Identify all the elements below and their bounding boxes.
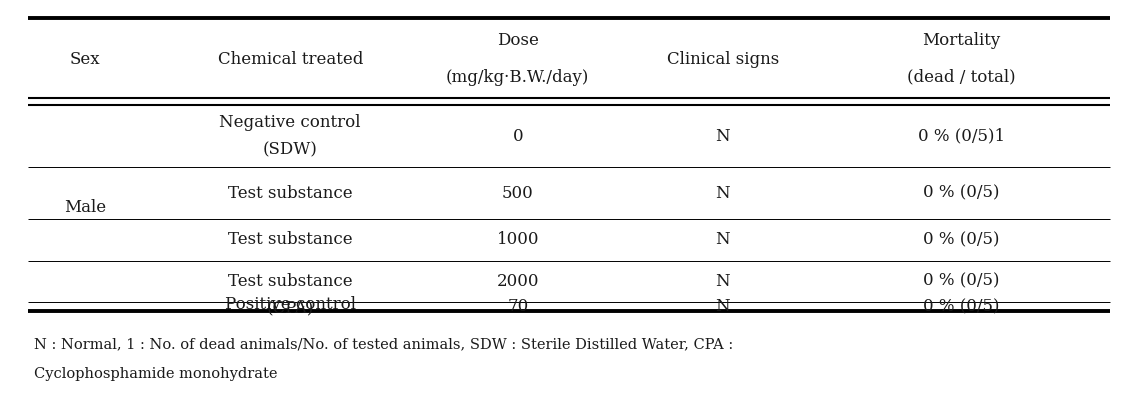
Text: Negative control: Negative control <box>220 114 361 131</box>
Text: 2000: 2000 <box>496 273 539 290</box>
Text: 70: 70 <box>508 298 528 315</box>
Text: N: N <box>716 298 729 315</box>
Text: 0 % (0/5)1: 0 % (0/5)1 <box>918 128 1005 145</box>
Text: 0 % (0/5): 0 % (0/5) <box>923 185 1000 202</box>
Text: Test substance: Test substance <box>228 231 353 248</box>
Text: Test substance: Test substance <box>228 273 353 290</box>
Text: Positive control: Positive control <box>224 296 356 313</box>
Text: N : Normal, 1 : No. of dead animals/No. of tested animals, SDW : Sterile Distill: N : Normal, 1 : No. of dead animals/No. … <box>34 337 733 352</box>
Text: Sex: Sex <box>71 51 100 68</box>
Text: (CPA): (CPA) <box>266 300 314 317</box>
Text: (mg/kg·B.W./day): (mg/kg·B.W./day) <box>446 69 589 86</box>
Text: N: N <box>716 185 729 202</box>
Text: Clinical signs: Clinical signs <box>667 51 778 68</box>
Text: 500: 500 <box>502 185 534 202</box>
Text: (SDW): (SDW) <box>263 141 318 158</box>
Text: N: N <box>716 231 729 248</box>
Text: (dead / total): (dead / total) <box>907 69 1016 86</box>
Text: Chemical treated: Chemical treated <box>217 51 363 68</box>
Text: 0 % (0/5): 0 % (0/5) <box>923 273 1000 290</box>
Text: 0: 0 <box>512 128 523 145</box>
Text: 0 % (0/5): 0 % (0/5) <box>923 231 1000 248</box>
Text: Cyclophosphamide monohydrate: Cyclophosphamide monohydrate <box>34 367 278 381</box>
Text: Male: Male <box>64 200 107 216</box>
Text: Test substance: Test substance <box>228 185 353 202</box>
Text: Mortality: Mortality <box>923 32 1000 49</box>
Text: N: N <box>716 128 729 145</box>
Text: N: N <box>716 273 729 290</box>
Text: Dose: Dose <box>497 32 538 49</box>
Text: 1000: 1000 <box>496 231 539 248</box>
Text: 0 % (0/5): 0 % (0/5) <box>923 298 1000 315</box>
